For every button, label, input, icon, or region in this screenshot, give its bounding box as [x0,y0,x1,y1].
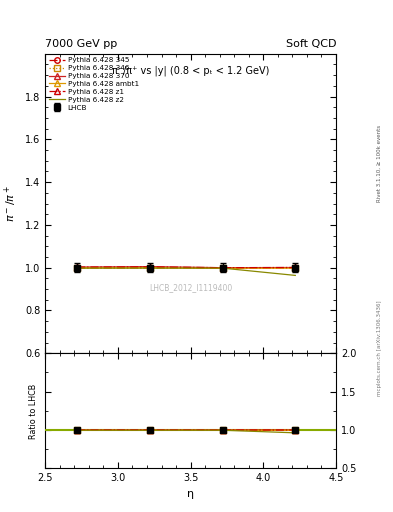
Pythia 6.428 z1 [220,265,225,271]
X-axis label: η: η [187,489,194,499]
Pythia 6.428 346 [75,265,79,271]
Line: Pythia 6.428 346: Pythia 6.428 346 [74,265,298,271]
Pythia 6.428 345 [147,265,152,271]
Pythia 6.428 346 [147,265,152,271]
Text: Soft QCD: Soft QCD [286,38,336,49]
Line: Pythia 6.428 ambt1: Pythia 6.428 ambt1 [74,265,298,271]
Line: Pythia 6.428 z1: Pythia 6.428 z1 [74,264,298,270]
Pythia 6.428 346 [293,265,298,271]
Legend: Pythia 6.428 345, Pythia 6.428 346, Pythia 6.428 370, Pythia 6.428 ambt1, Pythia: Pythia 6.428 345, Pythia 6.428 346, Pyth… [48,56,140,112]
Text: π⁻/π⁺ vs |y| (0.8 < pₜ < 1.2 GeV): π⁻/π⁺ vs |y| (0.8 < pₜ < 1.2 GeV) [112,66,269,76]
Pythia 6.428 ambt1 [75,265,79,271]
Line: Pythia 6.428 z2: Pythia 6.428 z2 [77,268,295,275]
Pythia 6.428 z2 [75,265,79,271]
Pythia 6.428 z2 [220,265,225,271]
Pythia 6.428 370 [220,265,225,271]
Text: 7000 GeV pp: 7000 GeV pp [45,38,118,49]
Pythia 6.428 345 [220,265,225,271]
Y-axis label: Ratio to LHCB: Ratio to LHCB [29,383,38,438]
Pythia 6.428 ambt1 [147,265,152,271]
Pythia 6.428 z2 [147,265,152,271]
Pythia 6.428 ambt1 [220,265,225,271]
Line: Pythia 6.428 345: Pythia 6.428 345 [74,265,298,271]
Text: Rivet 3.1.10, ≥ 100k events: Rivet 3.1.10, ≥ 100k events [377,125,382,202]
Pythia 6.428 370 [75,264,79,270]
Pythia 6.428 346 [220,265,225,271]
Line: Pythia 6.428 370: Pythia 6.428 370 [74,264,298,270]
Pythia 6.428 ambt1 [293,265,298,271]
Pythia 6.428 z1 [75,264,79,270]
Pythia 6.428 370 [147,264,152,270]
Text: LHCB_2012_I1119400: LHCB_2012_I1119400 [149,283,232,292]
Pythia 6.428 z2 [293,272,298,279]
Pythia 6.428 370 [293,264,298,270]
Pythia 6.428 345 [75,265,79,271]
Pythia 6.428 z1 [293,264,298,270]
Pythia 6.428 345 [293,265,298,271]
Pythia 6.428 z1 [147,264,152,270]
Y-axis label: $\pi^-/\pi^+$: $\pi^-/\pi^+$ [3,185,19,222]
Text: mcplots.cern.ch [arXiv:1306.3436]: mcplots.cern.ch [arXiv:1306.3436] [377,301,382,396]
